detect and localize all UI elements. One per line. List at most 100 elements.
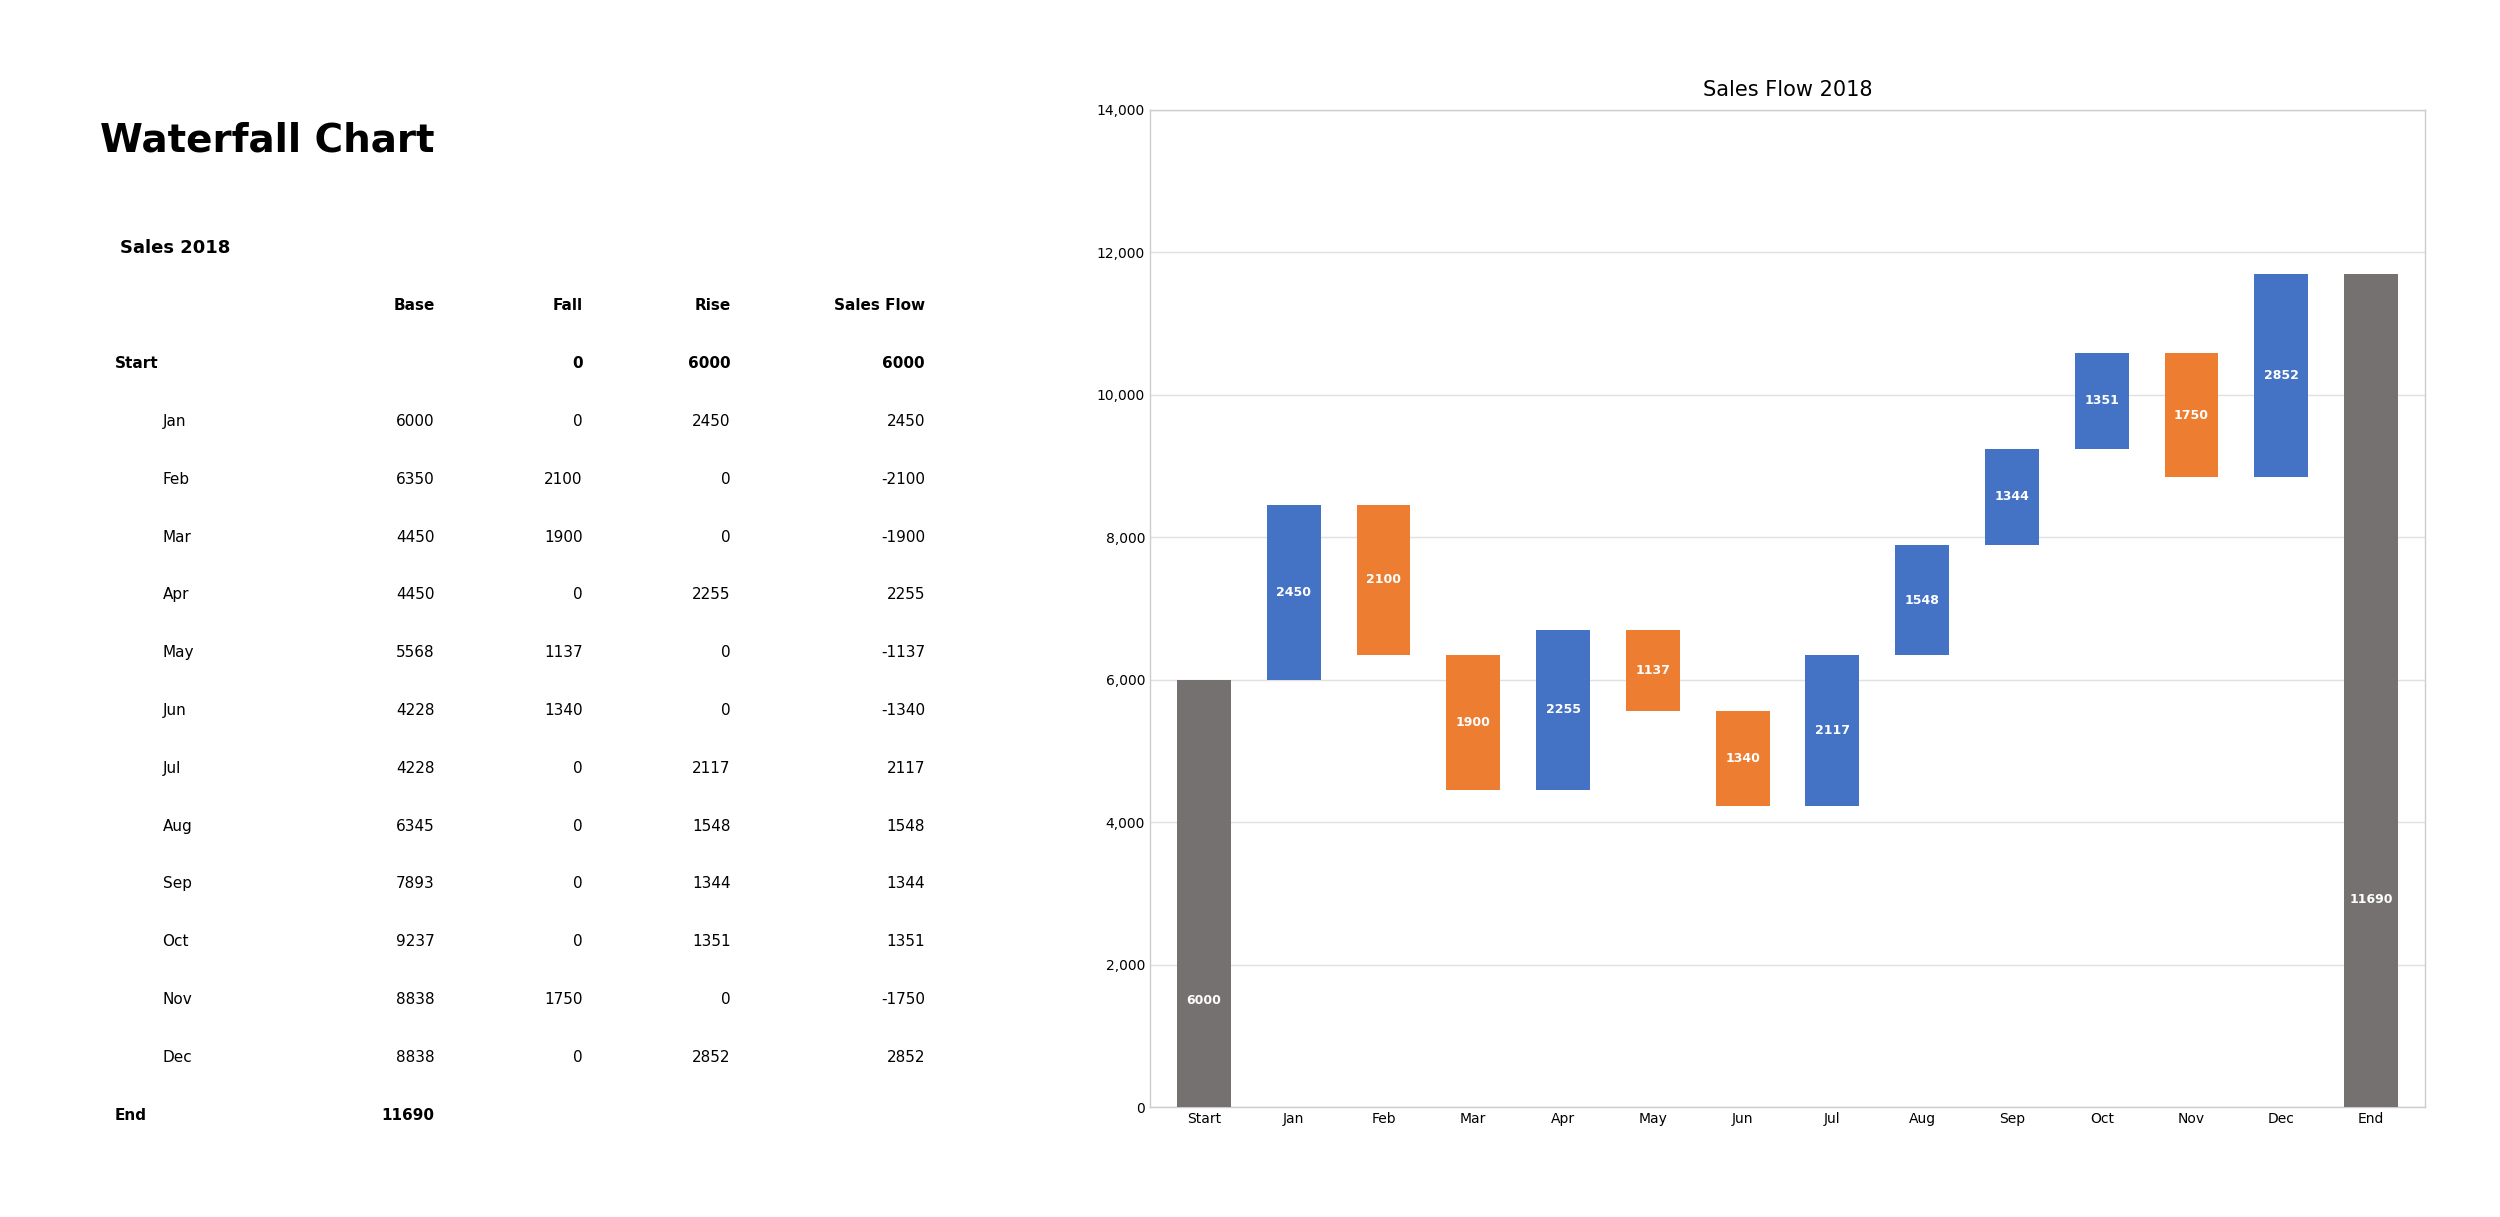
Text: 1137: 1137 — [545, 645, 582, 660]
Text: 1340: 1340 — [1725, 752, 1760, 764]
Text: 0: 0 — [572, 357, 582, 371]
Text: Jul: Jul — [162, 761, 180, 775]
Text: Oct: Oct — [162, 935, 190, 949]
Text: Start: Start — [115, 357, 158, 371]
Text: 2450: 2450 — [693, 414, 730, 428]
Text: Apr: Apr — [162, 588, 190, 602]
Text: 0: 0 — [720, 703, 730, 718]
Text: Sales 2018: Sales 2018 — [120, 239, 230, 257]
Text: 6350: 6350 — [395, 472, 435, 487]
Text: 4228: 4228 — [395, 703, 435, 718]
Text: 6000: 6000 — [688, 357, 730, 371]
Text: 1137: 1137 — [1635, 663, 1670, 677]
Text: Sep: Sep — [162, 876, 192, 891]
Bar — [1268, 680, 1320, 1107]
Text: -1900: -1900 — [880, 529, 925, 544]
Text: 1900: 1900 — [1455, 716, 1490, 729]
Text: 2100: 2100 — [1365, 573, 1400, 587]
Text: 11690: 11690 — [382, 1107, 435, 1122]
Bar — [1178, 680, 1230, 1107]
Text: 2255: 2255 — [1545, 703, 1580, 717]
Text: 0: 0 — [572, 588, 582, 602]
Text: 6000: 6000 — [882, 357, 925, 371]
Text: 6345: 6345 — [395, 819, 435, 834]
Text: 2255: 2255 — [888, 588, 925, 602]
Text: 2117: 2117 — [888, 761, 925, 775]
Bar — [1895, 655, 1950, 1107]
Bar — [2075, 449, 2128, 1107]
Text: 1750: 1750 — [545, 992, 582, 1006]
Bar — [1625, 711, 1680, 1107]
Text: 0: 0 — [572, 819, 582, 834]
Text: 0: 0 — [572, 414, 582, 428]
Text: 4450: 4450 — [395, 529, 435, 544]
Text: Base: Base — [392, 298, 435, 313]
Text: 0: 0 — [720, 529, 730, 544]
Bar — [1448, 790, 1500, 1107]
Text: Jun: Jun — [162, 703, 185, 718]
Bar — [1805, 655, 1860, 806]
Bar — [1448, 655, 1500, 790]
Text: 1548: 1548 — [888, 819, 925, 834]
Text: Nov: Nov — [162, 992, 192, 1006]
Bar — [2075, 353, 2128, 449]
Text: 1340: 1340 — [545, 703, 582, 718]
Text: 1548: 1548 — [693, 819, 730, 834]
Text: 1344: 1344 — [888, 876, 925, 891]
Text: 1900: 1900 — [545, 529, 582, 544]
Text: Mar: Mar — [162, 529, 192, 544]
Text: 2117: 2117 — [693, 761, 730, 775]
Text: 2450: 2450 — [1275, 585, 1310, 599]
Bar — [2165, 477, 2218, 1107]
Bar — [1535, 629, 1590, 790]
Text: 2100: 2100 — [545, 472, 582, 487]
Text: 4228: 4228 — [395, 761, 435, 775]
Text: Sales Flow: Sales Flow — [835, 298, 925, 313]
Text: 6000: 6000 — [1188, 994, 1222, 1006]
Text: 5568: 5568 — [395, 645, 435, 660]
Text: 9237: 9237 — [395, 935, 435, 949]
Title: Sales Flow 2018: Sales Flow 2018 — [1703, 79, 1872, 100]
Bar — [1535, 790, 1590, 1107]
Text: 0: 0 — [572, 761, 582, 775]
Text: 0: 0 — [720, 645, 730, 660]
Text: 1750: 1750 — [2175, 409, 2210, 421]
Text: Rise: Rise — [695, 298, 730, 313]
Text: 2117: 2117 — [1815, 724, 1850, 738]
Text: 8838: 8838 — [395, 992, 435, 1006]
Text: -1137: -1137 — [880, 645, 925, 660]
Text: 2450: 2450 — [888, 414, 925, 428]
Text: 4450: 4450 — [395, 588, 435, 602]
Text: 8838: 8838 — [395, 1050, 435, 1065]
Text: 1344: 1344 — [693, 876, 730, 891]
Text: -1340: -1340 — [880, 703, 925, 718]
Text: -2100: -2100 — [880, 472, 925, 487]
Text: 1351: 1351 — [888, 935, 925, 949]
Text: 2852: 2852 — [2265, 369, 2300, 382]
Bar — [1358, 505, 1410, 655]
Bar — [2255, 477, 2308, 1107]
Text: Aug: Aug — [162, 819, 192, 834]
Text: Waterfall Chart: Waterfall Chart — [100, 122, 435, 159]
Text: 2852: 2852 — [888, 1050, 925, 1065]
Bar — [1268, 505, 1320, 680]
Bar — [1715, 711, 1770, 806]
Text: 1351: 1351 — [693, 935, 730, 949]
Text: 0: 0 — [572, 876, 582, 891]
Text: 0: 0 — [572, 935, 582, 949]
Bar — [1985, 545, 2040, 1107]
Bar — [1715, 806, 1770, 1107]
Text: Feb: Feb — [162, 472, 190, 487]
Bar — [1895, 545, 1950, 655]
Text: Jan: Jan — [162, 414, 185, 428]
Bar — [1985, 449, 2040, 545]
Text: Fall: Fall — [552, 298, 582, 313]
Bar — [1805, 806, 1860, 1107]
Bar — [2165, 353, 2218, 477]
Bar — [1625, 629, 1680, 711]
Bar — [2255, 274, 2308, 477]
Text: 6000: 6000 — [395, 414, 435, 428]
Bar — [1358, 655, 1410, 1107]
Text: 1548: 1548 — [1905, 594, 1940, 606]
Text: 0: 0 — [572, 1050, 582, 1065]
